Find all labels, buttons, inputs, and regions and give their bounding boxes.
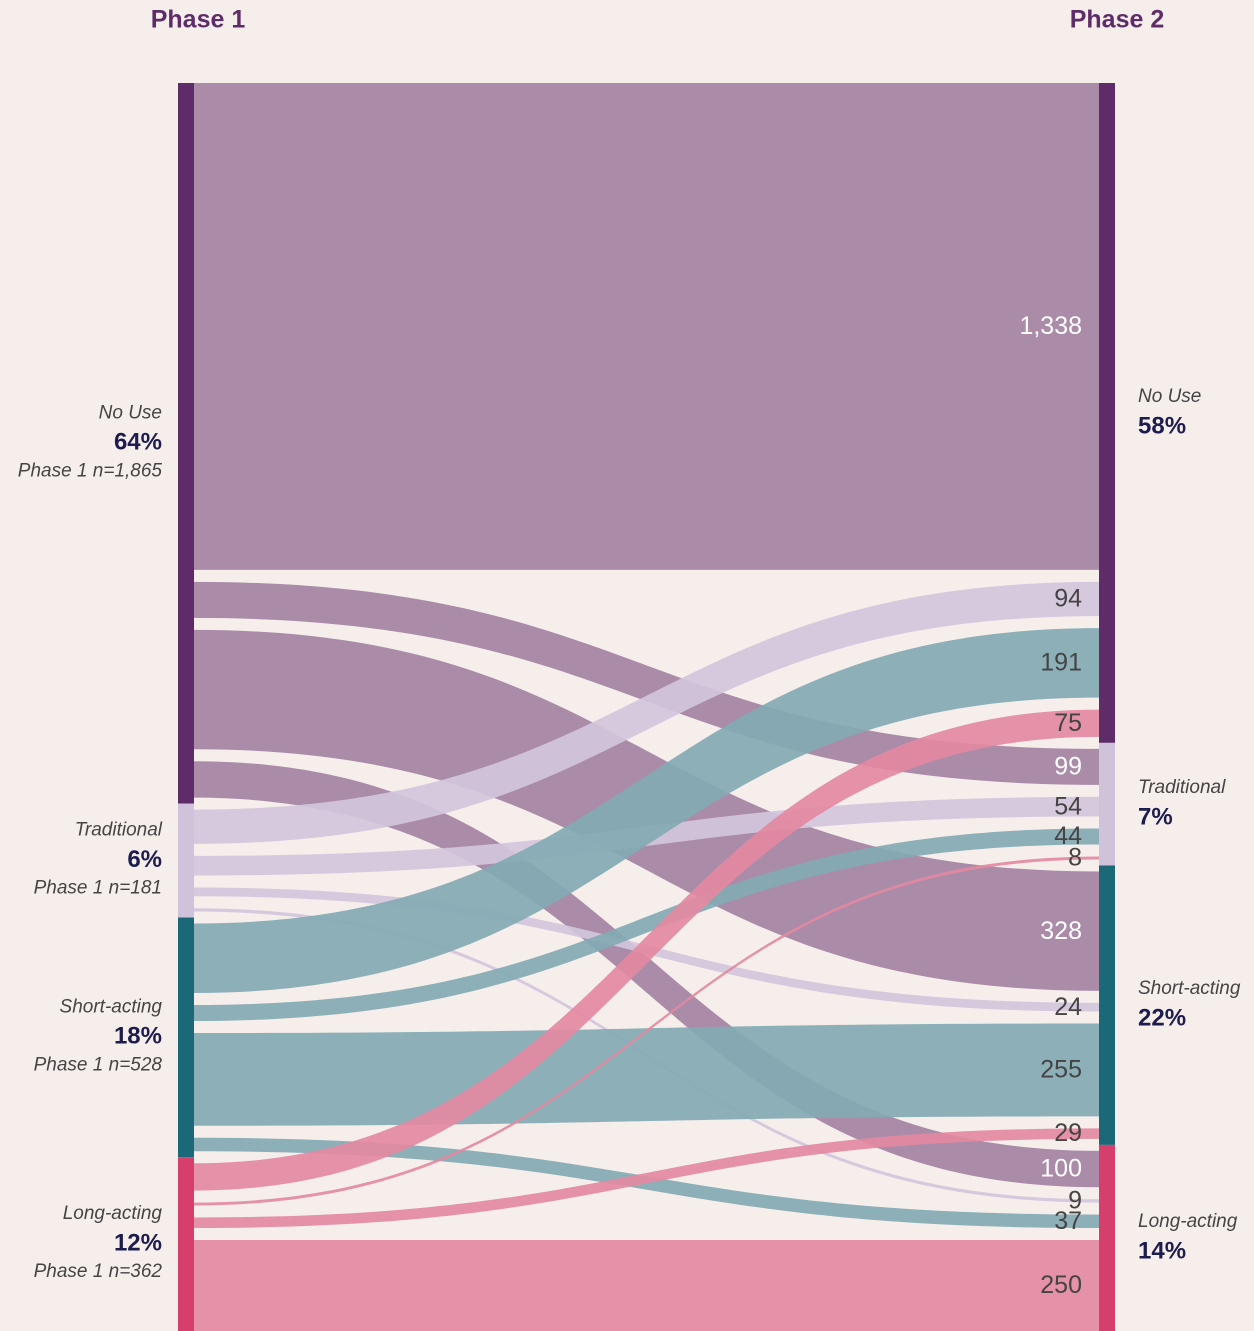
flow xyxy=(194,581,1099,844)
value-label: 44 xyxy=(1054,822,1082,850)
node-n: Phase 1 n=181 xyxy=(34,878,162,899)
node-percent: 12% xyxy=(114,1229,162,1256)
value-label: 100 xyxy=(1040,1155,1082,1183)
node-n: Phase 1 n=362 xyxy=(34,1261,163,1282)
node-name: No Use xyxy=(1138,386,1201,407)
value-label: 24 xyxy=(1054,993,1082,1021)
node-bar xyxy=(1099,83,1115,743)
node-bar xyxy=(178,917,194,1158)
value-label: 99 xyxy=(1054,752,1082,780)
node-percent: 14% xyxy=(1138,1237,1186,1264)
flow xyxy=(194,83,1099,570)
nodes xyxy=(178,83,1115,1331)
node-bar xyxy=(178,803,194,918)
node-percent: 18% xyxy=(114,1023,162,1050)
value-label: 191 xyxy=(1040,648,1082,676)
flow xyxy=(194,709,1099,1191)
node-name: Traditional xyxy=(75,820,163,841)
value-label: 94 xyxy=(1054,585,1082,613)
node-percent: 7% xyxy=(1138,804,1173,831)
column-title: Phase 2 xyxy=(1070,6,1165,34)
node-percent: 6% xyxy=(127,846,162,873)
value-label: 29 xyxy=(1054,1119,1082,1147)
node-bar xyxy=(1099,865,1115,1145)
value-label: 255 xyxy=(1040,1056,1082,1084)
flow xyxy=(194,628,1099,994)
flow xyxy=(194,1128,1099,1229)
node-name: No Use xyxy=(99,402,162,423)
node-name: Traditional xyxy=(1138,777,1226,798)
column-title: Phase 1 xyxy=(151,6,246,34)
value-label: 75 xyxy=(1054,709,1082,737)
node-name: Short-acting xyxy=(1138,978,1241,999)
value-label: 328 xyxy=(1040,917,1082,945)
flow xyxy=(194,856,1099,1206)
node-bar xyxy=(178,83,194,804)
flow xyxy=(194,761,1099,1188)
node-name: Long-acting xyxy=(1138,1211,1238,1232)
node-bar xyxy=(178,1157,194,1331)
labels: 1,338 99 328 100 94 54 24 9 191 44 255 37 75 8 29 250 No… xyxy=(18,312,1241,1299)
flow xyxy=(194,1023,1099,1126)
flow xyxy=(194,828,1099,1022)
value-label: 8 xyxy=(1068,844,1082,872)
node-name: Long-acting xyxy=(63,1203,163,1224)
node-name: Short-acting xyxy=(60,996,163,1017)
links xyxy=(194,83,1099,1331)
value-label: 37 xyxy=(1054,1207,1082,1235)
value-label: 9 xyxy=(1068,1187,1082,1215)
node-percent: 22% xyxy=(1138,1005,1186,1032)
node-bar xyxy=(1099,1144,1115,1331)
value-label: 250 xyxy=(1040,1271,1082,1299)
node-n: Phase 1 n=1,865 xyxy=(18,460,163,481)
node-bar xyxy=(1099,742,1115,866)
flow xyxy=(194,581,1099,785)
value-label: 54 xyxy=(1054,792,1082,820)
node-percent: 58% xyxy=(1138,412,1186,439)
flow xyxy=(194,1240,1099,1331)
node-n: Phase 1 n=528 xyxy=(34,1054,163,1075)
node-percent: 64% xyxy=(114,429,162,456)
value-label: 1,338 xyxy=(1019,312,1082,340)
